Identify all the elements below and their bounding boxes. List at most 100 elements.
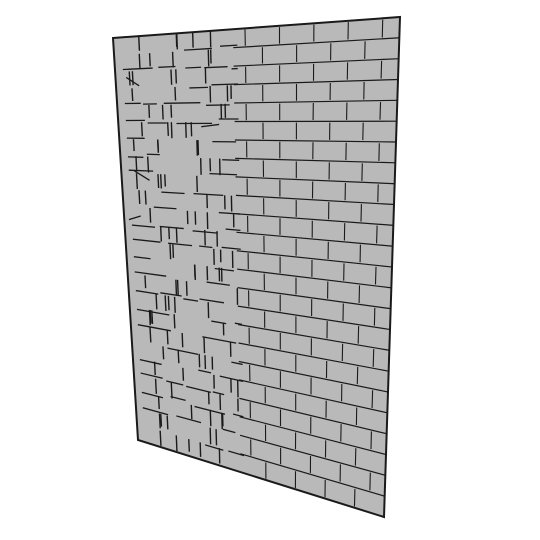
head-joint-fragment (160, 413, 163, 427)
head-joint-fragment (159, 225, 163, 242)
head-joint-fragment (156, 139, 160, 153)
head-joint-fragment (146, 156, 150, 173)
bed-joint-fragment (133, 256, 151, 260)
bed-joint-fragment (186, 385, 211, 393)
bed-joint-fragment (209, 172, 238, 176)
bed-joint-fragment (166, 380, 184, 386)
head-joint-fragment (194, 264, 197, 281)
bed-joint-fragment (131, 224, 156, 228)
bed-joint-fragment (199, 298, 225, 304)
head-joint-fragment (175, 435, 178, 452)
head-joint-fragment (170, 382, 173, 399)
head-joint-fragment (185, 281, 188, 296)
head-joint-fragment (174, 86, 177, 101)
bed-joint-fragment (198, 369, 212, 374)
bed-joint-line (237, 305, 391, 331)
bed-joint-fragment (185, 66, 202, 69)
head-joint-fragment (168, 226, 171, 240)
head-joint-fragment (161, 104, 164, 120)
bed-joint-line (234, 139, 397, 143)
diagonal-notch (201, 123, 220, 128)
bed-joint-line (234, 99, 398, 104)
bed-joint-line (235, 194, 395, 206)
head-joint-fragment (162, 346, 165, 360)
bed-joint-fragment (140, 372, 163, 379)
head-joint-line (376, 225, 378, 244)
diagonal-notch (134, 170, 150, 181)
bed-joint-fragment (139, 358, 162, 366)
bed-joint-fragment (159, 225, 184, 230)
head-joint-fragment (132, 139, 135, 152)
bed-joint-fragment (134, 271, 167, 277)
bed-joint-line (237, 287, 392, 310)
head-joint-fragment (131, 88, 134, 102)
head-joint-fragment (144, 190, 147, 205)
head-joint-fragment (157, 396, 160, 410)
head-joint-fragment (177, 349, 180, 364)
bed-joint-fragment (221, 246, 241, 250)
head-joint-fragment (151, 310, 154, 324)
bed-joint-fragment (122, 67, 153, 71)
bed-joint-line (235, 176, 396, 185)
bed-joint-fragment (234, 322, 243, 326)
head-joint-fragment (159, 174, 163, 189)
bed-joint-fragment (222, 428, 236, 434)
wall-panel (111, 15, 402, 519)
bed-joint-fragment (136, 308, 170, 316)
bed-joint-line (240, 453, 386, 497)
head-joint-fragment (176, 279, 179, 296)
bed-joint-line (236, 213, 394, 226)
bed-joint-line (233, 37, 400, 49)
head-joint-fragment (188, 439, 191, 452)
bed-joint-line (238, 360, 389, 393)
bed-joint-fragment (206, 281, 230, 286)
bed-joint-fragment (170, 395, 186, 401)
head-joint-line (374, 266, 377, 285)
head-joint-fragment (170, 104, 173, 118)
head-joint-fragment (190, 404, 193, 420)
bed-joint-fragment (220, 44, 238, 47)
head-joint-fragment (155, 293, 158, 310)
bed-joint-line (235, 157, 396, 164)
bed-joint-fragment (132, 238, 161, 243)
head-joint-fragment (173, 296, 176, 313)
bed-joint-line (236, 231, 394, 247)
bed-joint-fragment (167, 347, 199, 355)
head-joint-fragment (148, 104, 151, 118)
head-joint-fragment (158, 413, 161, 429)
head-joint-fragment (175, 279, 178, 296)
head-joint-fragment (148, 53, 151, 67)
head-joint-fragment (181, 332, 184, 348)
bed-joint-fragment (211, 83, 238, 86)
head-joint-fragment (209, 409, 212, 427)
head-joint-fragment (164, 174, 167, 187)
bed-joint-fragment (199, 245, 213, 249)
bed-joint-fragment (232, 413, 244, 418)
bed-joint-fragment (222, 159, 240, 161)
diagonal-notch (128, 215, 141, 221)
head-joint-fragment (170, 69, 173, 85)
bed-joint-line (238, 342, 390, 372)
bed-joint-fragment (161, 191, 185, 195)
head-joint-fragment (149, 309, 152, 324)
head-joint-line (372, 349, 375, 367)
head-joint-fragment (182, 367, 185, 381)
bed-joint-fragment (193, 192, 224, 196)
head-joint-fragment (159, 430, 162, 446)
head-joint-fragment (128, 71, 131, 86)
head-joint-fragment (169, 244, 172, 260)
head-joint-fragment (203, 337, 206, 354)
bed-joint-fragment (142, 407, 169, 416)
bed-joint-fragment (163, 102, 201, 104)
bed-joint-line (239, 397, 388, 435)
head-joint-fragment (138, 36, 141, 51)
head-joint-line (371, 390, 374, 409)
bed-joint-fragment (212, 391, 225, 396)
bed-joint-fragment (184, 47, 212, 51)
bed-joint-line (237, 268, 392, 289)
head-joint-fragment (167, 295, 170, 311)
head-joint-fragment (154, 378, 158, 394)
bed-joint-fragment (214, 267, 235, 272)
head-joint-fragment (170, 122, 173, 139)
bed-joint-fragment (225, 228, 241, 232)
